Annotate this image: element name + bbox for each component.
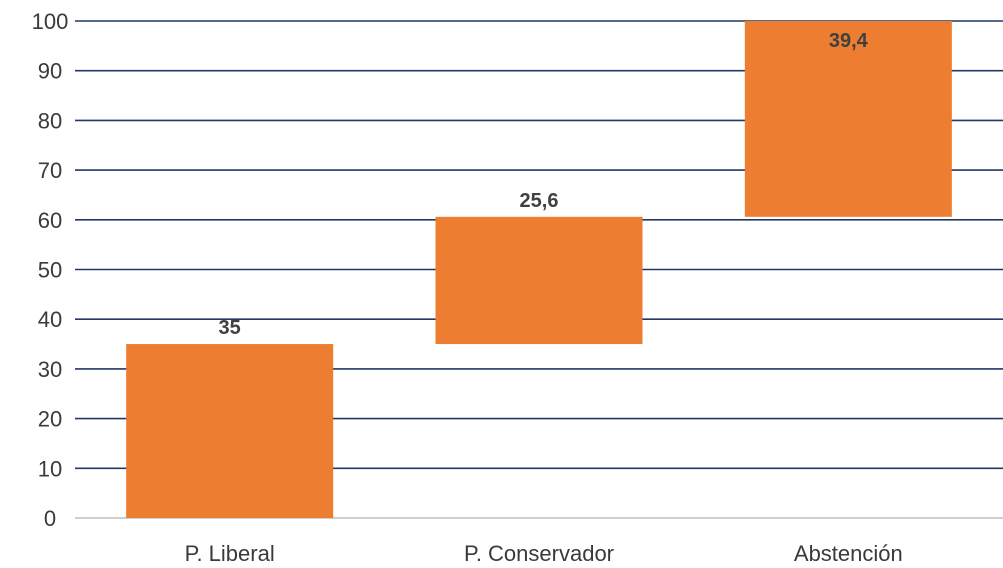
y-tick-label: 30 — [38, 357, 62, 382]
x-category-label: Abstención — [794, 541, 903, 566]
y-tick-label: 70 — [38, 158, 62, 183]
y-tick-label: 80 — [38, 108, 62, 133]
y-tick-label: 90 — [38, 59, 62, 84]
x-axis-category-labels: P. Liberal P. Conservador Abstención — [185, 541, 903, 566]
bar — [435, 216, 643, 345]
data-label: 35 — [219, 317, 241, 339]
data-label: 39,4 — [829, 30, 869, 52]
y-tick-label: 60 — [38, 208, 62, 233]
bar — [744, 21, 952, 217]
bar — [126, 344, 334, 518]
y-tick-label: 10 — [38, 456, 62, 481]
y-tick-label: 0 — [44, 506, 56, 531]
y-axis-tick-labels: 0 10 20 30 40 50 60 70 80 90 100 — [32, 9, 69, 531]
x-category-label: P. Conservador — [464, 541, 614, 566]
y-tick-label: 40 — [38, 307, 62, 332]
y-tick-label: 20 — [38, 407, 62, 432]
bars — [126, 21, 952, 518]
data-labels: 35 25,6 39,4 — [219, 30, 869, 339]
y-tick-label: 50 — [38, 258, 62, 283]
data-label: 25,6 — [520, 190, 559, 212]
y-tick-label: 100 — [32, 9, 69, 34]
x-category-label: P. Liberal — [185, 541, 275, 566]
